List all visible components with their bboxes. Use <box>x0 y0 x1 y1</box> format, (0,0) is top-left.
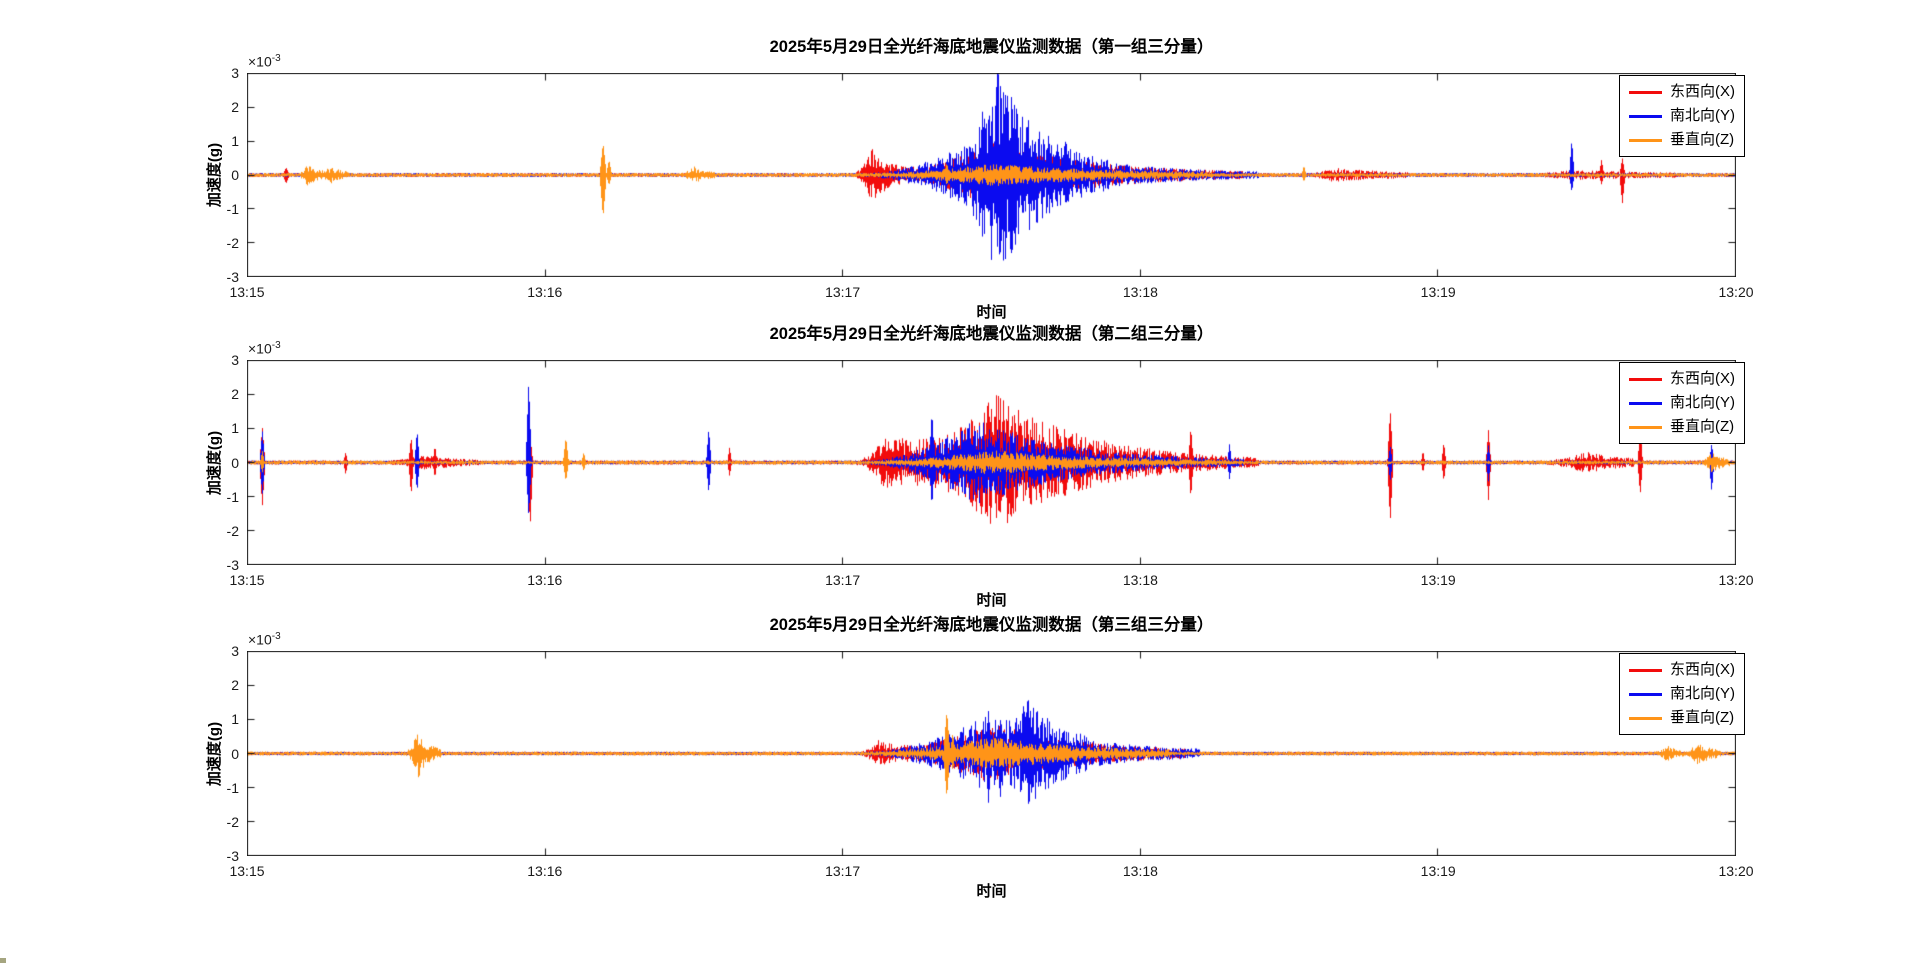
legend-label: 南北向(Y) <box>1670 107 1735 124</box>
y-tick-label: -2 <box>226 522 239 539</box>
legend-line-icon <box>1629 692 1662 696</box>
subplot-group3: 2025年5月29日全光纤海底地震仪监测数据（第三组三分量） ×10-3 加速度… <box>206 616 1754 900</box>
legend-label: 东西向(X) <box>1670 661 1735 678</box>
y-tick-label: 0 <box>231 167 239 183</box>
legend-row: 南北向(Y) <box>1629 392 1735 414</box>
y-tick-label: -2 <box>226 813 239 830</box>
legend-line-icon <box>1629 138 1662 142</box>
legend-row: 南北向(Y) <box>1629 683 1735 705</box>
legend-label: 垂直向(Z) <box>1670 709 1735 726</box>
legend-line-icon <box>1629 401 1662 405</box>
legend-line-icon <box>1629 90 1662 94</box>
subplot-group2: 2025年5月29日全光纤海底地震仪监测数据（第二组三分量） ×10-3 加速度… <box>206 325 1754 609</box>
y-axis-exponent: ×10-3 <box>248 629 281 648</box>
subplot-group1: 2025年5月29日全光纤海底地震仪监测数据（第一组三分量） ×10-3 加速度… <box>206 38 1754 321</box>
exponent-base: ×10 <box>248 53 272 70</box>
chart-title: 2025年5月29日全光纤海底地震仪监测数据（第一组三分量） <box>769 38 1214 56</box>
y-tick-label: -3 <box>226 269 239 285</box>
y-axis-exponent: ×10-3 <box>248 51 281 70</box>
legend-line-icon <box>1629 114 1662 118</box>
x-tick-label: 13:20 <box>1718 572 1754 588</box>
legend-row: 南北向(Y) <box>1629 105 1735 127</box>
legend-label: 南北向(Y) <box>1670 685 1735 702</box>
x-axis-label: 时间 <box>976 304 1007 321</box>
y-tick-label: -1 <box>226 779 239 796</box>
y-tick-label: 0 <box>231 745 239 762</box>
x-tick-label: 13:17 <box>825 863 861 879</box>
chart-title: 2025年5月29日全光纤海底地震仪监测数据（第三组三分量） <box>769 616 1214 634</box>
x-tick-label: 13:17 <box>825 572 861 588</box>
x-tick-label: 13:18 <box>1122 572 1158 588</box>
legend-label: 南北向(Y) <box>1670 394 1735 411</box>
chart-title: 2025年5月29日全光纤海底地震仪监测数据（第二组三分量） <box>769 325 1214 343</box>
exponent-power: -3 <box>271 631 281 642</box>
legend-row: 东西向(X) <box>1629 368 1735 390</box>
legend: 东西向(X) 南北向(Y) 垂直向(Z) <box>1619 75 1745 157</box>
x-tick-label: 13:16 <box>527 863 563 879</box>
x-tick-label: 13:19 <box>1420 863 1456 879</box>
exponent-base: ×10 <box>248 340 272 357</box>
x-tick-label: 13:15 <box>229 284 265 300</box>
y-tick-label: 1 <box>231 711 239 728</box>
legend-label: 垂直向(Z) <box>1670 418 1735 435</box>
y-tick-label: 3 <box>231 65 239 81</box>
y-tick-label: 2 <box>231 98 239 115</box>
legend-label: 东西向(X) <box>1670 370 1735 387</box>
legend-line-icon <box>1629 716 1662 720</box>
x-tick-label: 13:18 <box>1122 284 1158 300</box>
y-tick-label: -1 <box>226 488 239 505</box>
legend-row: 东西向(X) <box>1629 659 1735 681</box>
exponent-power: -3 <box>271 53 281 64</box>
legend-row: 东西向(X) <box>1629 81 1735 103</box>
x-tick-label: 13:17 <box>825 284 861 300</box>
waveform-plot <box>247 360 1736 565</box>
x-tick-label: 13:20 <box>1718 863 1754 879</box>
y-tick-label: -1 <box>226 200 239 217</box>
y-tick-label: 1 <box>231 420 239 437</box>
y-tick-label: 0 <box>231 454 239 471</box>
x-tick-label: 13:16 <box>527 284 563 300</box>
legend-label: 东西向(X) <box>1670 83 1735 100</box>
y-tick-label: -3 <box>226 848 239 864</box>
legend: 东西向(X) 南北向(Y) 垂直向(Z) <box>1619 362 1745 444</box>
legend-label: 垂直向(Z) <box>1670 131 1735 148</box>
y-tick-label: -2 <box>226 235 239 251</box>
x-tick-label: 13:15 <box>229 863 265 879</box>
y-axis-exponent: ×10-3 <box>248 338 281 357</box>
y-tick-label: 2 <box>231 386 239 403</box>
y-tick-label: 1 <box>231 132 239 149</box>
waveform-plot <box>247 73 1736 277</box>
legend-row: 垂直向(Z) <box>1629 416 1735 438</box>
y-tick-label: -3 <box>226 557 239 573</box>
x-tick-label: 13:20 <box>1718 284 1754 300</box>
x-tick-label: 13:19 <box>1420 284 1456 300</box>
y-tick-label: 3 <box>231 643 239 659</box>
x-axis-label: 时间 <box>976 592 1007 609</box>
x-tick-label: 13:18 <box>1122 863 1158 879</box>
legend-line-icon <box>1629 425 1662 429</box>
legend-row: 垂直向(Z) <box>1629 707 1735 729</box>
x-tick-label: 13:15 <box>229 572 265 588</box>
exponent-power: -3 <box>271 340 281 351</box>
legend-row: 垂直向(Z) <box>1629 129 1735 151</box>
x-tick-label: 13:19 <box>1420 572 1456 588</box>
y-tick-label: 3 <box>231 352 239 368</box>
legend-line-icon <box>1629 668 1662 672</box>
x-tick-label: 13:16 <box>527 572 563 588</box>
x-axis-label: 时间 <box>976 883 1007 900</box>
y-tick-label: 2 <box>231 677 239 694</box>
waveform-plot <box>247 651 1736 856</box>
exponent-base: ×10 <box>248 631 272 648</box>
legend: 东西向(X) 南北向(Y) 垂直向(Z) <box>1619 653 1745 735</box>
corner-artifact <box>0 958 6 963</box>
legend-line-icon <box>1629 377 1662 381</box>
